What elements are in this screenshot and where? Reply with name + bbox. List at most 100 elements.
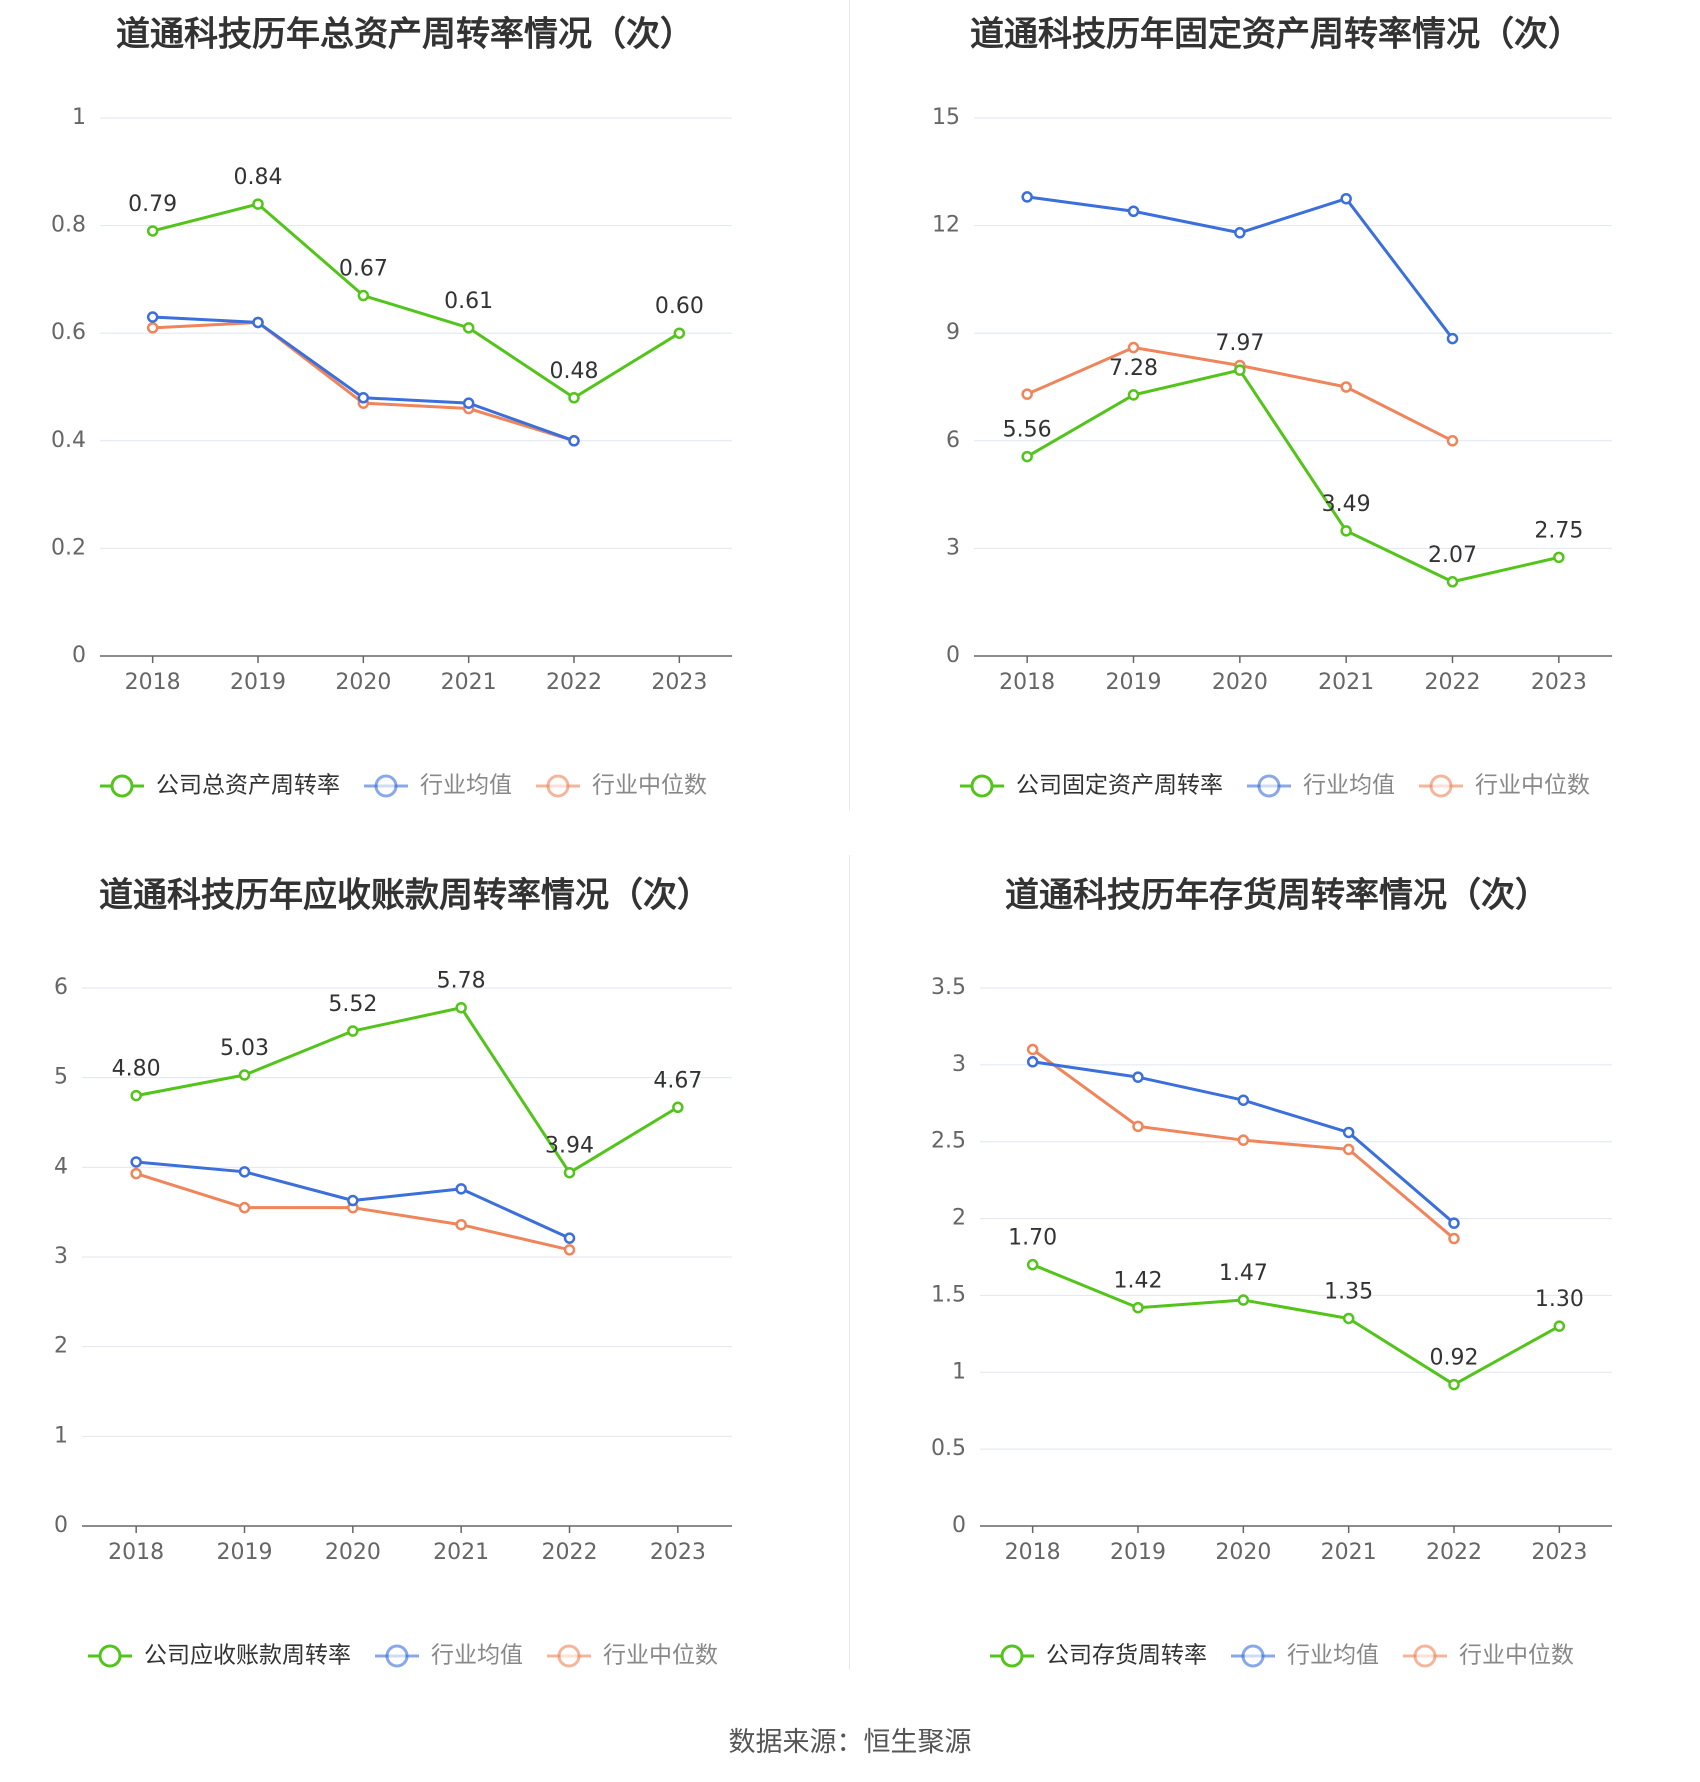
x-tick-label: 2022 <box>542 1540 598 1565</box>
data-point-avg[interactable] <box>568 435 580 447</box>
data-point-avg[interactable] <box>1234 227 1246 239</box>
data-point-company[interactable] <box>672 1101 684 1114</box>
data-point-avg[interactable] <box>252 316 264 329</box>
data-point-avg[interactable] <box>1446 332 1459 345</box>
legend-label: 公司总资产周转率 <box>156 773 340 799</box>
data-point-avg[interactable] <box>347 1194 359 1207</box>
data-point-company[interactable] <box>462 322 475 334</box>
data-point-median[interactable] <box>130 1167 142 1180</box>
data-point-avg[interactable] <box>146 311 159 323</box>
data-label: 4.67 <box>653 1068 702 1093</box>
data-point-avg[interactable] <box>238 1166 251 1178</box>
data-point-company[interactable] <box>1553 1320 1566 1332</box>
data-point-company[interactable] <box>1127 389 1140 401</box>
legend-item-median[interactable]: 行业中位数 <box>1403 1643 1574 1669</box>
data-point-avg[interactable] <box>1448 1217 1460 1229</box>
data-point-company[interactable] <box>673 327 686 339</box>
data-point-median[interactable] <box>563 1244 576 1256</box>
legend-item-company[interactable]: 公司存货周转率 <box>990 1643 1207 1669</box>
data-point-company[interactable] <box>563 1166 576 1179</box>
data-point-median[interactable] <box>238 1201 251 1214</box>
data-point-company[interactable] <box>238 1069 251 1081</box>
data-point-avg[interactable] <box>462 397 475 409</box>
x-tick-label: 2022 <box>1426 1540 1482 1565</box>
data-point-avg[interactable] <box>1021 191 1033 203</box>
data-point-company[interactable] <box>347 1025 359 1037</box>
data-point-company[interactable] <box>1342 1312 1355 1325</box>
legend-marker-icon <box>385 1644 409 1668</box>
data-point-median[interactable] <box>1021 388 1033 400</box>
data-point-avg[interactable] <box>130 1156 142 1168</box>
data-point-median[interactable] <box>1448 1232 1460 1245</box>
legend-label: 行业中位数 <box>603 1643 718 1669</box>
data-point-median[interactable] <box>146 322 159 334</box>
legend-item-avg[interactable]: 行业均值 <box>375 1643 523 1669</box>
data-point-avg[interactable] <box>455 1183 467 1195</box>
data-point-company[interactable] <box>1340 525 1352 537</box>
data-label: 1.42 <box>1114 1269 1163 1294</box>
y-tick-label: 4 <box>54 1154 68 1179</box>
y-tick-label: 0 <box>946 643 960 668</box>
legend-item-company[interactable]: 公司固定资产周转率 <box>960 773 1223 799</box>
x-tick-label: 2020 <box>1215 1540 1271 1565</box>
data-point-company[interactable] <box>1132 1301 1144 1314</box>
data-point-company[interactable] <box>357 289 370 302</box>
legend-item-median[interactable]: 行业中位数 <box>536 773 707 799</box>
data-point-median[interactable] <box>1127 341 1140 354</box>
data-point-company[interactable] <box>1446 576 1459 588</box>
data-point-company[interactable] <box>1448 1378 1460 1391</box>
data-point-median[interactable] <box>1132 1120 1144 1133</box>
legend-item-avg[interactable]: 行业均值 <box>1231 1643 1379 1669</box>
data-label: 2.75 <box>1534 518 1583 543</box>
data-point-company[interactable] <box>568 392 580 404</box>
legend-item-avg[interactable]: 行业均值 <box>1247 773 1395 799</box>
legend-marker-icon <box>1413 1644 1437 1668</box>
data-point-avg[interactable] <box>357 392 370 404</box>
legend-item-company[interactable]: 公司应收账款周转率 <box>88 1643 351 1669</box>
legend-item-median[interactable]: 行业中位数 <box>547 1643 718 1669</box>
data-point-median[interactable] <box>1342 1143 1355 1156</box>
chart-panel-total-asset-turnover: 道通科技历年总资产周转率情况（次） 0 0.2 0.4 0.6 0.8 1 2018 2019 2… <box>0 0 850 850</box>
data-point-avg[interactable] <box>1127 205 1140 218</box>
data-point-median[interactable] <box>455 1218 467 1231</box>
data-point-company[interactable] <box>1553 551 1565 564</box>
y-tick-label: 2.5 <box>931 1129 966 1154</box>
data-point-company[interactable] <box>1234 364 1246 376</box>
legend-label: 行业中位数 <box>592 773 707 799</box>
data-label: 0.92 <box>1430 1346 1479 1371</box>
legend-item-company[interactable]: 公司总资产周转率 <box>100 773 340 799</box>
data-point-median[interactable] <box>1026 1043 1039 1056</box>
data-point-median[interactable] <box>1446 435 1459 447</box>
data-point-company[interactable] <box>1021 450 1033 463</box>
y-tick-label: 6 <box>946 428 960 453</box>
data-point-avg[interactable] <box>1026 1056 1039 1068</box>
chart-title: 道通科技历年固定资产周转率情况（次） <box>970 15 1582 55</box>
data-point-company[interactable] <box>146 225 159 237</box>
data-point-company[interactable] <box>252 198 264 210</box>
legend-item-avg[interactable]: 行业均值 <box>364 773 512 799</box>
data-label: 0.60 <box>655 294 704 319</box>
data-point-avg[interactable] <box>1132 1071 1144 1083</box>
data-point-company[interactable] <box>1237 1294 1250 1306</box>
data-point-company[interactable] <box>455 1001 467 1014</box>
data-point-avg[interactable] <box>563 1232 576 1244</box>
data-point-median[interactable] <box>1340 381 1352 393</box>
legend-marker-icon <box>546 774 570 798</box>
data-point-avg[interactable] <box>1342 1126 1355 1139</box>
legend-label: 行业均值 <box>1303 773 1395 799</box>
y-tick-label: 12 <box>932 213 960 238</box>
data-label: 3.94 <box>545 1134 594 1159</box>
data-point-avg[interactable] <box>1340 192 1352 205</box>
y-tick-label: 9 <box>946 320 960 345</box>
x-tick-label: 2019 <box>230 670 286 695</box>
y-tick-label: 0.8 <box>51 213 86 238</box>
data-label: 4.80 <box>112 1057 161 1082</box>
data-label: 0.67 <box>339 257 388 282</box>
x-tick-label: 2018 <box>108 1540 164 1565</box>
data-point-company[interactable] <box>130 1089 142 1102</box>
data-point-company[interactable] <box>1026 1258 1039 1271</box>
data-point-median[interactable] <box>1237 1134 1250 1146</box>
legend-item-median[interactable]: 行业中位数 <box>1419 773 1590 799</box>
data-point-avg[interactable] <box>1237 1094 1250 1106</box>
legend-marker-icon <box>1241 1644 1265 1668</box>
